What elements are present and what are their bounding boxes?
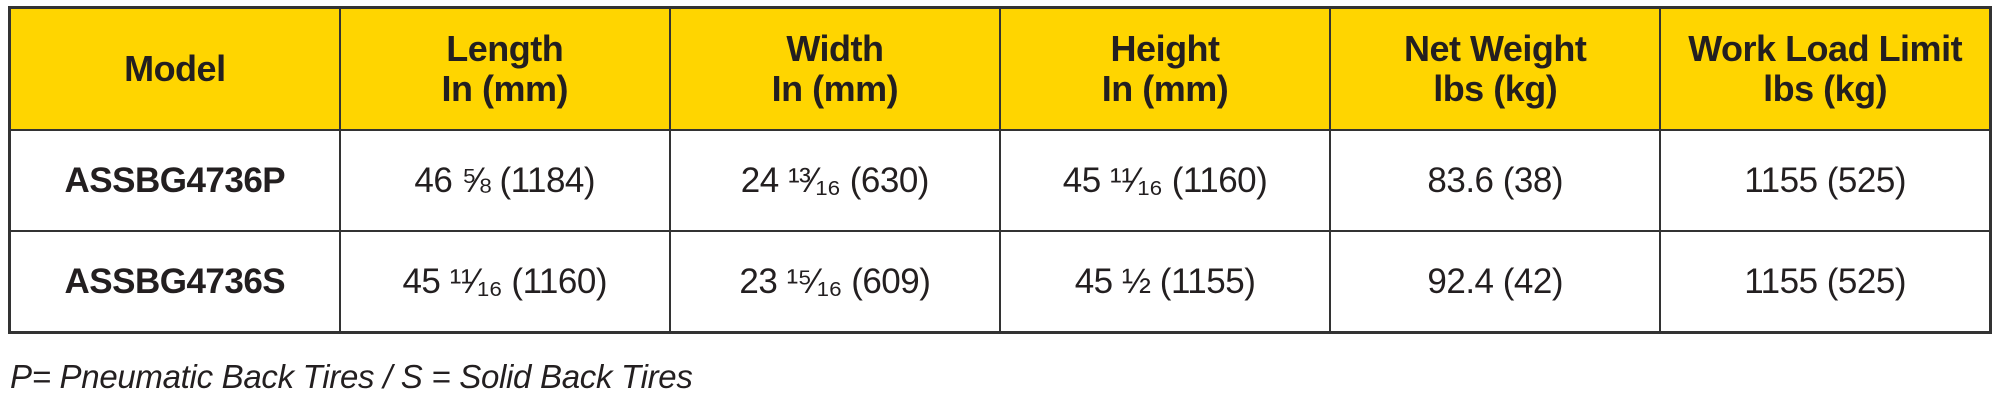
cell-work-load-limit: 1155 (525): [1659, 129, 1992, 232]
header-width: Width In (mm): [668, 6, 1001, 131]
header-label: Net Weight: [1404, 28, 1587, 69]
table-row: ASSBG4736P 46 ⅝ (1184) 24 ¹³⁄₁₆ (630) 45…: [8, 129, 1992, 232]
footnote: P= Pneumatic Back Tires / S = Solid Back…: [10, 358, 693, 395]
header-label: Work Load Limit: [1688, 28, 1963, 69]
cell-work-load-limit: 1155 (525): [1659, 230, 1992, 334]
cell-height: 45 ¹¹⁄₁₆ (1160): [998, 129, 1332, 232]
cell-length: 46 ⅝ (1184): [338, 129, 671, 232]
header-unit: lbs (kg): [1763, 68, 1888, 109]
header-length: Length In (mm): [338, 6, 671, 131]
header-label: Height: [1110, 28, 1221, 69]
header-height: Height In (mm): [998, 6, 1332, 131]
cell-model: ASSBG4736S: [8, 230, 341, 334]
header-label: Model: [124, 48, 226, 89]
cell-net-weight: 92.4 (42): [1329, 230, 1662, 334]
header-work-load-limit: Work Load Limit lbs (kg): [1659, 6, 1992, 131]
cell-width: 23 ¹⁵⁄₁₆ (609): [668, 230, 1001, 334]
header-net-weight: Net Weight lbs (kg): [1329, 6, 1662, 131]
header-unit: In (mm): [1101, 68, 1229, 109]
spec-table: Model Length In (mm) Width In (mm) Height I…: [8, 6, 1992, 334]
cell-length: 45 ¹¹⁄₁₆ (1160): [338, 230, 671, 334]
header-model: Model: [8, 6, 341, 131]
cell-model: ASSBG4736P: [8, 129, 341, 232]
cell-height: 45 ½ (1155): [998, 230, 1332, 334]
header-unit: In (mm): [441, 68, 568, 109]
header-unit: In (mm): [771, 68, 899, 109]
header-row: Model Length In (mm) Width In (mm) Height I…: [8, 6, 1992, 131]
header-label: Width: [786, 28, 884, 69]
table-row: ASSBG4736S 45 ¹¹⁄₁₆ (1160) 23 ¹⁵⁄₁₆ (609…: [8, 230, 1992, 334]
cell-net-weight: 83.6 (38): [1329, 129, 1662, 232]
header-label: Length: [446, 28, 564, 69]
header-unit: lbs (kg): [1433, 68, 1558, 109]
cell-width: 24 ¹³⁄₁₆ (630): [668, 129, 1001, 232]
